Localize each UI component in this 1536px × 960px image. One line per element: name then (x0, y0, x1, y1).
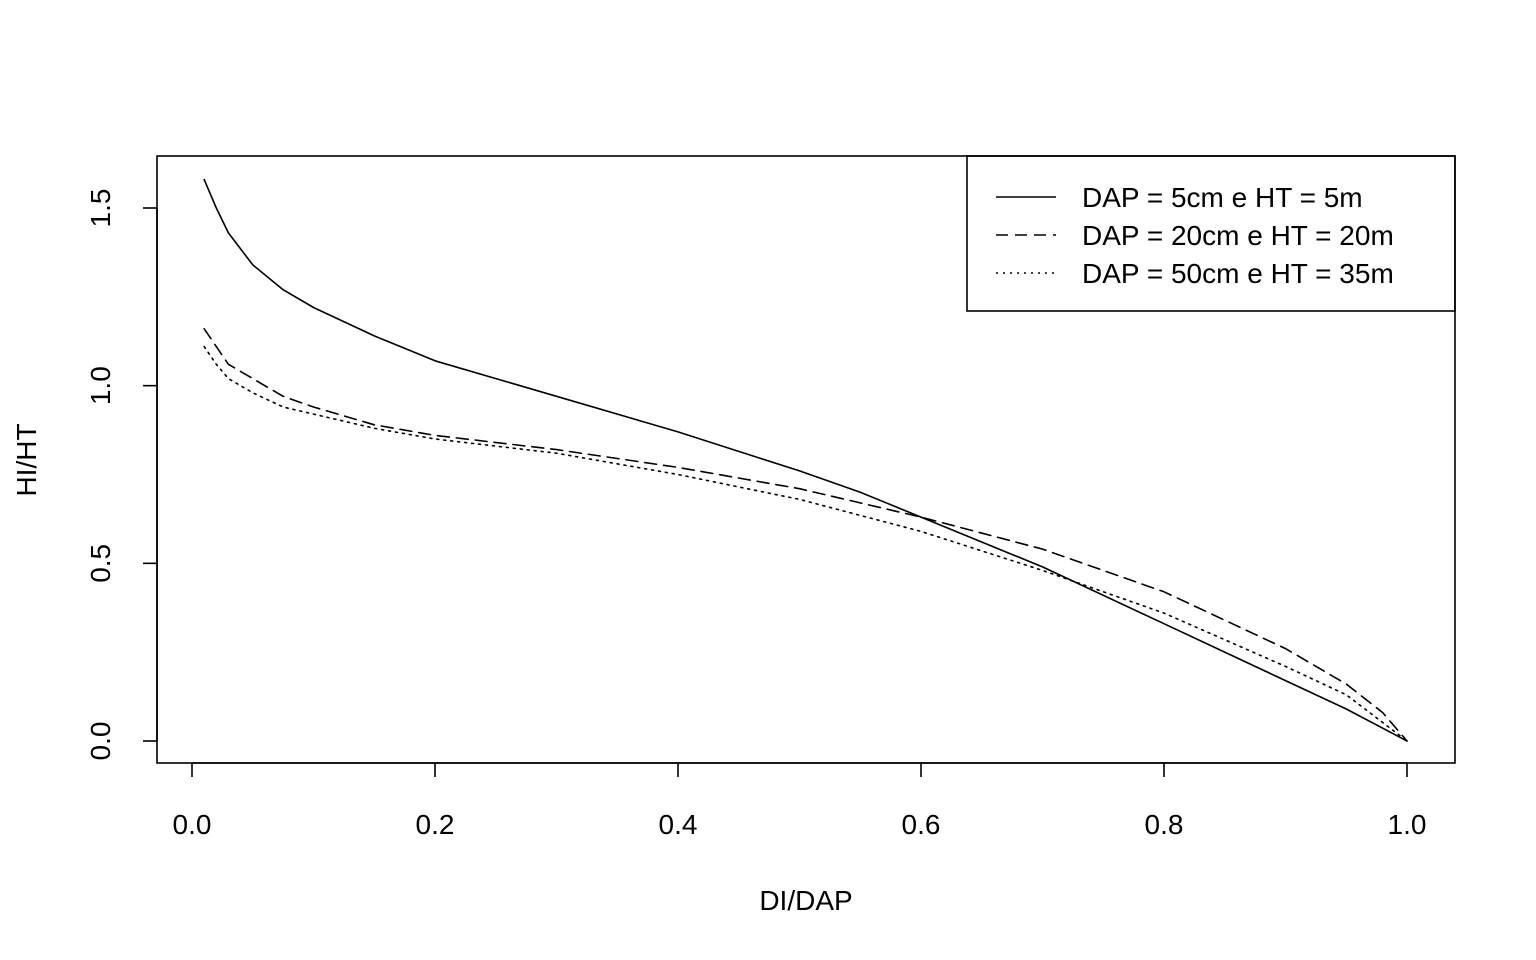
legend-label-1: DAP = 5cm e HT = 5m (1082, 182, 1363, 213)
y-axis: 0.0 0.5 1.0 1.5 (85, 189, 158, 761)
legend-label-3: DAP = 50cm e HT = 35m (1082, 258, 1394, 289)
legend: DAP = 5cm e HT = 5m DAP = 20cm e HT = 20m… (966, 155, 1456, 312)
series-layer (203, 178, 1408, 742)
x-tick-label: 0.8 (1145, 809, 1184, 840)
x-axis-label: DI/DAP (759, 885, 852, 916)
x-tick-label: 1.0 (1388, 809, 1427, 840)
x-tick-label: 0.6 (902, 809, 941, 840)
x-tick-label: 0.0 (173, 809, 212, 840)
x-tick-label: 0.2 (416, 809, 455, 840)
series-line-3 (203, 345, 1408, 742)
y-tick-label: 0.0 (85, 722, 116, 761)
series-line-2 (203, 327, 1408, 742)
x-axis: 0.0 0.2 0.4 0.6 0.8 1.0 (173, 762, 1427, 840)
y-tick-label: 0.5 (85, 544, 116, 583)
y-tick-label: 1.5 (85, 189, 116, 228)
y-tick-label: 1.0 (85, 366, 116, 405)
y-axis-label: HI/HT (11, 423, 42, 496)
legend-box (966, 155, 1456, 312)
series-line-1 (203, 178, 1408, 742)
legend-label-2: DAP = 20cm e HT = 20m (1082, 220, 1394, 251)
x-tick-label: 0.4 (659, 809, 698, 840)
